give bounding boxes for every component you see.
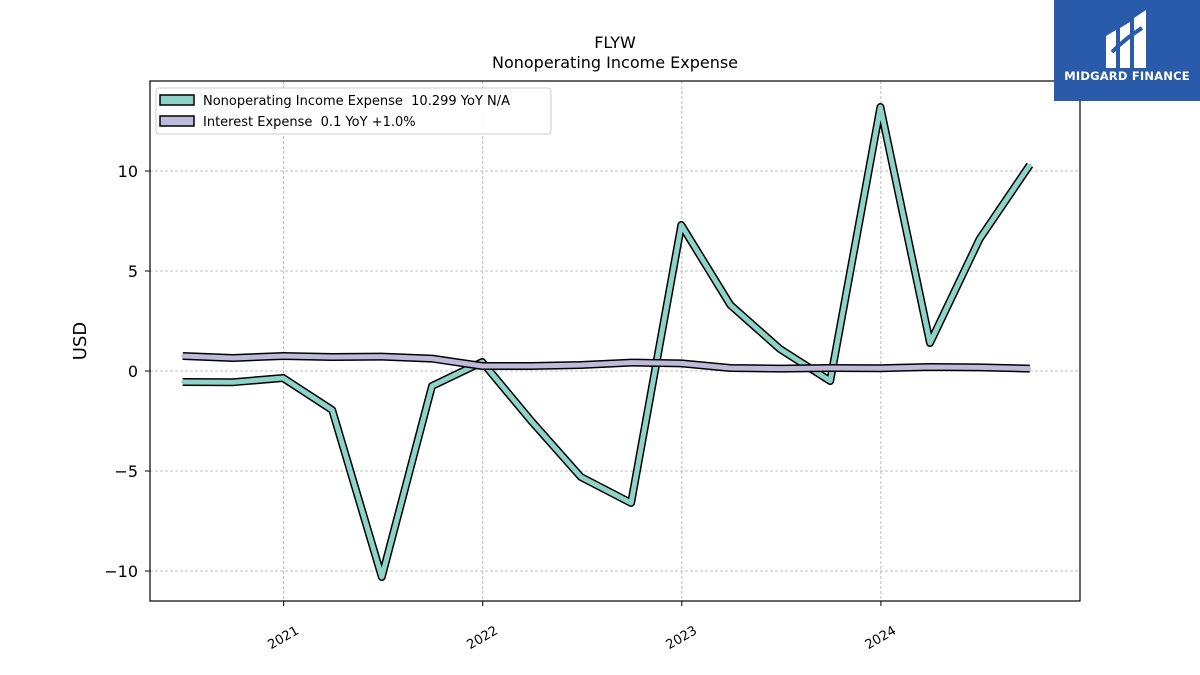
plot-frame <box>149 80 1081 602</box>
y-tick-label: 0 <box>128 362 138 381</box>
data-point <box>878 366 882 370</box>
legend-swatch <box>159 94 195 106</box>
legend-swatch <box>159 115 195 127</box>
data-point <box>679 361 683 365</box>
data-point <box>728 366 732 370</box>
data-point <box>928 365 932 369</box>
y-axis-label: USD <box>70 322 91 360</box>
data-point <box>330 355 334 359</box>
data-point <box>679 223 683 227</box>
y-tick-label: −5 <box>114 462 138 481</box>
series-line-1 <box>182 353 1030 372</box>
data-point <box>878 105 882 109</box>
data-point <box>330 408 334 412</box>
data-point <box>978 365 982 369</box>
x-tick-label: 2022 <box>465 623 501 653</box>
axis-ticks: −10 −5 0 5 10 2021 2022 2023 2024 <box>104 162 899 653</box>
chart-title: FLYW <box>594 33 636 52</box>
grid <box>150 81 1080 601</box>
legend-entry: Interest Expense 0.1 YoY +1.0% <box>203 115 416 130</box>
data-point <box>629 361 633 365</box>
data-point <box>778 367 782 371</box>
data-point <box>579 475 583 479</box>
series-lines <box>181 103 1034 581</box>
legend-entry: Nonoperating Income Expense 10.299 YoY N… <box>203 94 510 109</box>
y-tick-label: −10 <box>104 562 138 581</box>
data-point <box>828 379 832 383</box>
data-point <box>928 341 932 345</box>
midgard-finance-logo-icon <box>1106 10 1146 68</box>
data-point <box>231 380 235 384</box>
data-point <box>1028 163 1032 167</box>
data-point <box>629 501 633 505</box>
data-point <box>181 354 185 358</box>
x-tick-label: 2024 <box>863 623 899 653</box>
legend: Nonoperating Income Expense 10.299 YoY N… <box>155 87 552 135</box>
data-point <box>430 384 434 388</box>
x-tick-label: 2021 <box>265 623 301 653</box>
series-line-outline <box>182 103 1034 581</box>
data-point <box>778 347 782 351</box>
data-point <box>281 376 285 380</box>
chart-subtitle: Nonoperating Income Expense <box>492 53 738 72</box>
data-point <box>978 237 982 241</box>
data-point <box>480 364 484 368</box>
x-tick-label: 2023 <box>664 623 700 653</box>
y-tick-label: 5 <box>128 262 138 281</box>
y-tick-label: 10 <box>118 162 138 181</box>
data-point <box>728 303 732 307</box>
brand-name: MIDGARD FINANCE <box>1064 69 1190 83</box>
data-point <box>380 575 384 579</box>
data-point <box>181 380 185 384</box>
data-point <box>1028 367 1032 371</box>
data-point <box>529 419 533 423</box>
data-point <box>529 364 533 368</box>
data-point <box>430 357 434 361</box>
series-line-0 <box>182 104 1032 580</box>
data-point <box>231 356 235 360</box>
data-point <box>281 354 285 358</box>
legend-box <box>155 87 552 135</box>
data-point <box>380 355 384 359</box>
data-point <box>579 363 583 367</box>
brand-logo: MIDGARD FINANCE <box>1054 0 1200 101</box>
data-point <box>828 366 832 370</box>
